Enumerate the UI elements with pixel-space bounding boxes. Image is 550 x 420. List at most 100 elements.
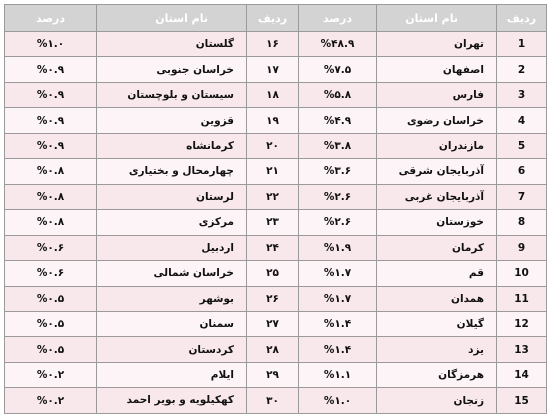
percent-cell-right-value: %۲.۶ [323,190,352,203]
province-cell-left: ایلام [96,361,247,389]
percent-cell-left-value: %۰.۵ [36,343,65,356]
rank-cell-right: 8 [496,209,547,236]
percent-cell-left-value: %۰.۶ [36,241,65,254]
percent-cell-left-value: %۰.۹ [36,140,65,153]
table-row: 11 همدان %۱.۷ ۲۶ بوشهر %۰.۵ [4,285,547,312]
table-row: 3 فارس %۵.۸ ۱۸ سیستان و بلوچستان %۰.۹ [4,81,547,109]
table-row: 1 تهران %۴۸.۹ ۱۶ گلستان %۱.۰ [4,30,547,58]
percent-cell-left-value: %۰.۵ [36,318,65,331]
table-row: 2 اصفهان %۷.۵ ۱۷ خراسان جنوبی %۰.۹ [4,56,547,83]
rank-cell-left: ۱۸ [246,81,299,109]
percent-cell-left: %۰.۹ [4,107,97,134]
rank-cell-right: 5 [496,132,547,160]
percent-cell-right-value: %۳.۸ [323,140,352,153]
province-cell-left: قزوین [96,107,247,134]
percent-cell-left-value: %۰.۹ [36,114,65,127]
percent-cell-left-value: %۰.۵ [36,292,65,305]
percent-cell-right: %۴.۹ [298,107,377,134]
percent-cell-left: %۰.۶ [4,234,97,262]
percent-cell-left-value: %۰.۹ [36,63,65,76]
rank-cell-left: ۲۱ [246,158,299,185]
percent-cell-right: %۱.۱ [298,361,377,389]
province-cell-right: خوزستان [376,209,497,236]
percent-cell-right: %۳.۶ [298,158,377,185]
percent-cell-left-value: %۰.۹ [36,89,65,102]
province-cell-left: کردستان [96,336,247,363]
table-row: 7 آذربایجان غربی %۲.۶ ۲۲ لرستان %۰.۸ [4,183,547,211]
province-cell-left: خراسان جنوبی [96,56,247,83]
percent-cell-right-value: %۵.۸ [323,89,352,102]
percent-cell-right-value: %۱.۷ [323,267,352,280]
table-row: 14 هرمزگان %۱.۱ ۲۹ ایلام %۰.۲ [4,361,547,389]
rank-cell-left: ۱۷ [246,56,299,83]
percent-cell-left: %۰.۸ [4,183,97,211]
percent-cell-right-value: %۱.۹ [323,241,352,254]
percent-cell-right-value: %۲.۶ [323,216,352,229]
province-cell-left: بوشهر [96,285,247,312]
percent-cell-right: %۲.۶ [298,183,377,211]
percent-cell-left: %۰.۲ [4,361,97,389]
rank-cell-left: ۲۶ [246,285,299,312]
percent-cell-right-value: %۷.۵ [323,63,352,76]
percent-cell-left: %۰.۵ [4,310,97,338]
percent-cell-left: %۰.۹ [4,132,97,160]
percent-cell-right-value: %۱.۴ [323,318,352,331]
province-cell-right: تهران [376,30,497,58]
percent-cell-left: %۰.۶ [4,260,97,287]
table-row: 6 آذربایجان شرقی %۳.۶ ۲۱ چهارمحال و بختیاری%… [4,158,547,185]
percent-cell-left-value: %۰.۲ [36,394,65,407]
percent-cell-right-value: %۱.۰ [323,394,352,407]
rank-cell-right: 14 [496,361,547,389]
rank-cell-left: ۱۶ [246,30,299,58]
rank-cell-left: ۲۷ [246,310,299,338]
province-cell-left: سیستان و بلوچستان [96,81,247,109]
percent-cell-right-value: %۱.۴ [323,343,352,356]
percent-cell-right-value: %۱.۱ [323,369,352,382]
province-cell-right: اصفهان [376,56,497,83]
rank-cell-right: 11 [496,285,547,312]
province-cell-left: کرمانشاه [96,132,247,160]
rank-cell-right: 12 [496,310,547,338]
percent-cell-right: %۱.۰ [298,387,377,414]
rank-cell-right: 2 [496,56,547,83]
percent-cell-left-value: %۰.۶ [36,267,65,280]
header-province-left: نام استان [96,4,247,32]
table-row: 10 قم %۱.۷ ۲۵ خراسان شمالی %۰.۶ [4,260,547,287]
rank-cell-left: ۲۲ [246,183,299,211]
province-cell-right: آذربایجان شرقی [376,158,497,185]
table-row: 15 زنجان %۱.۰ ۳۰ کهکیلویه و بویر احمد %۰.۲ [4,387,547,414]
province-cell-left: لرستان [96,183,247,211]
province-cell-right: آذربایجان غربی [376,183,497,211]
province-cell-left: سمنان [96,310,247,338]
percent-cell-right: %۵.۸ [298,81,377,109]
province-cell-right: گیلان [376,310,497,338]
percent-cell-right: %۱.۴ [298,336,377,363]
percent-cell-right: %۱.۹ [298,234,377,262]
header-province-right: نام استان [376,4,497,32]
province-cell-right: زنجان [376,387,497,414]
percent-cell-right-value: %۳.۶ [323,165,352,178]
province-cell-right: هرمزگان [376,361,497,389]
rank-cell-right: 7 [496,183,547,211]
rank-cell-left: ۲۵ [246,260,299,287]
percent-cell-right: %۳.۸ [298,132,377,160]
percent-cell-right-value: %۱.۷ [323,292,352,305]
percent-cell-left-value: %۰.۸ [36,165,65,178]
percent-cell-right-value: %۴.۹ [323,114,352,127]
province-cell-right: فارس [376,81,497,109]
province-cell-right: قم [376,260,497,287]
rank-cell-left: ۳۰ [246,387,299,414]
percent-cell-right: %۴۸.۹ [298,30,377,58]
rank-cell-left: ۲۴ [246,234,299,262]
table-row: 12 گیلان %۱.۴ ۲۷ سمنان %۰.۵ [4,310,547,338]
percent-cell-right: %۲.۶ [298,209,377,236]
percent-cell-left: %۱.۰ [4,30,97,58]
header-percent-left: درصد [4,4,97,32]
percent-cell-left-value: %۰.۸ [36,216,65,229]
percent-cell-left: %۰.۵ [4,285,97,312]
percent-cell-left: %۰.۸ [4,209,97,236]
percent-cell-right: %۱.۷ [298,285,377,312]
header-rank-left: ردیف [246,4,299,32]
percent-cell-left: %۰.۸ [4,158,97,185]
percent-cell-left-value: %۱.۰ [36,38,65,51]
